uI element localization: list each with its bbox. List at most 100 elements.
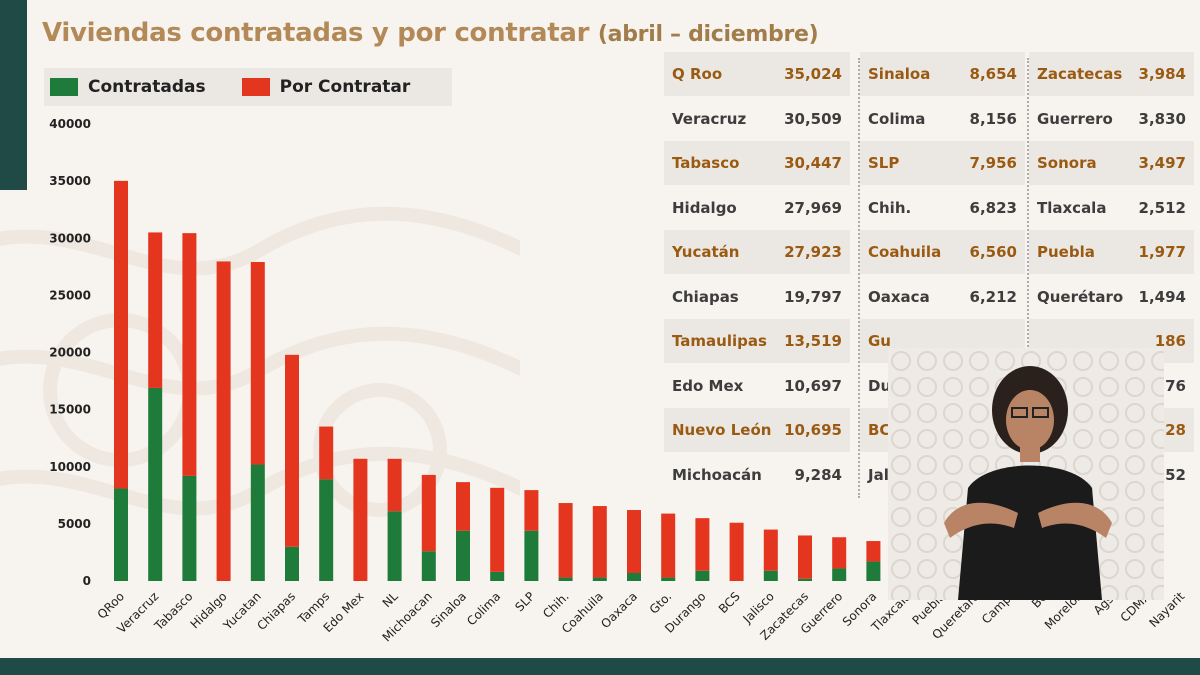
state-name: BC [868, 421, 891, 439]
legend-item-por-contratar: Por Contratar [241, 77, 410, 97]
housing-count: 13,519 [784, 332, 842, 350]
bar-segment-contratadas [387, 511, 402, 581]
bar-segment-por-contratar [319, 426, 334, 480]
housing-count: 27,969 [784, 198, 842, 217]
housing-count: 10,697 [784, 376, 842, 395]
x-category-label: QRoo [95, 589, 127, 621]
state-name: Edo Mex [672, 376, 744, 395]
bar-segment-por-contratar [285, 354, 299, 547]
legend-label-contratadas: Contratadas [88, 77, 206, 97]
bar-segment-contratadas [490, 571, 505, 581]
bar-segment-por-contratar [524, 490, 539, 531]
state-name: Colima [868, 109, 926, 128]
state-name: Q Roo [672, 65, 723, 83]
bar-segment-contratadas [866, 561, 881, 581]
bar-segment-por-contratar [763, 529, 778, 571]
state-name: Querétaro [1037, 287, 1124, 306]
state-name: Chiapas [672, 287, 739, 306]
y-tick-label: 15000 [49, 403, 91, 417]
bar-segment-por-contratar [729, 522, 744, 581]
bottom-accent-band [0, 658, 1200, 675]
bar-segment-contratadas [285, 546, 299, 581]
housing-count: 28 [1165, 421, 1186, 439]
y-tick-label: 20000 [49, 346, 91, 360]
housing-count: 52 [1165, 465, 1186, 484]
table-row: Querétaro 1,494 [1029, 275, 1194, 319]
bar-segment-por-contratar [148, 232, 163, 388]
x-category-label: Gto. [647, 589, 675, 617]
title-subtitle: (abril – diciembre) [597, 22, 819, 47]
bar-segment-por-contratar [661, 513, 676, 578]
state-name: Oaxaca [868, 287, 930, 306]
bar-segment-por-contratar [866, 541, 881, 562]
bar-segment-por-contratar [182, 233, 197, 476]
housing-count: 35,024 [784, 65, 842, 83]
table-row: Jal [860, 453, 1025, 497]
table-row: Coahuila 6,560 [860, 230, 1025, 274]
state-name: Du [868, 376, 892, 395]
state-name: Jal [868, 465, 889, 484]
state-name: Veracruz [672, 109, 747, 128]
bar-segment-por-contratar [387, 458, 402, 512]
state-name: Michoacán [672, 465, 762, 484]
bar-segment-por-contratar [558, 503, 573, 578]
bar-segment-contratadas [763, 570, 778, 581]
housing-count: 9,284 [794, 465, 842, 484]
housing-count: 19,797 [784, 287, 842, 306]
housing-count: 76 [1165, 376, 1186, 395]
bar-segment-contratadas [558, 577, 573, 581]
table-row: Puebla 1,977 [1029, 230, 1194, 274]
state-name: Sinaloa [868, 65, 931, 83]
chart-title: Viviendas contratadas y por contratar (a… [42, 18, 819, 48]
housing-count: 3,830 [1138, 109, 1186, 128]
x-category-label: Chih. [540, 589, 572, 621]
housing-count: 1,977 [1138, 243, 1186, 261]
table-row: Chiapas 19,797 [664, 275, 850, 319]
bar-segment-por-contratar [216, 261, 231, 581]
table-row: Hidalgo 27,969 [664, 186, 850, 230]
state-name: Tamaulipas [672, 332, 767, 350]
bar-segment-contratadas [148, 387, 163, 581]
x-category-label: Sinaloa [428, 589, 469, 630]
bar-segment-contratadas [421, 551, 436, 581]
state-name: Gu [868, 332, 891, 350]
bar-segment-contratadas [627, 573, 641, 581]
state-name: Puebla [1037, 243, 1095, 261]
bar-segment-por-contratar [250, 261, 265, 465]
bar-segment-contratadas [524, 530, 539, 581]
legend-swatch-por-contratar [241, 78, 270, 96]
y-tick-label: 10000 [49, 460, 91, 474]
state-name: Hidalgo [672, 198, 737, 217]
left-accent-band [0, 0, 27, 190]
table-row: Q Roo 35,024 [664, 52, 850, 96]
table-row: Colima 8,156 [860, 97, 1025, 141]
housing-count: 8,156 [969, 109, 1017, 128]
title-main: Viviendas contratadas y por contratar [42, 18, 590, 48]
bar-segment-por-contratar [798, 535, 812, 579]
bar-segment-contratadas [798, 578, 812, 581]
top-strip [0, 0, 1200, 6]
table-row: 52 [1029, 453, 1194, 497]
table-row: 76 [1029, 364, 1194, 408]
housing-count: 1,494 [1138, 287, 1186, 306]
table-row: Nuevo León 10,695 [664, 408, 850, 452]
table-row: SLP 7,956 [860, 141, 1025, 185]
bar-segment-por-contratar [490, 487, 505, 572]
y-tick-label: 30000 [49, 231, 91, 245]
state-name: Guerrero [1037, 109, 1113, 128]
table-divider-2 [1027, 58, 1029, 498]
table-row: Chih. 6,823 [860, 186, 1025, 230]
y-tick-label: 0 [83, 574, 91, 588]
x-category-label: Chiapas [254, 589, 298, 633]
state-name: Coahuila [868, 243, 942, 261]
x-category-label: SLP [512, 589, 537, 614]
housing-count: 30,447 [784, 154, 842, 172]
bar-segment-por-contratar [832, 537, 847, 569]
housing-count: 6,823 [969, 198, 1017, 217]
state-name: Tabasco [672, 154, 740, 172]
bar-segment-contratadas [661, 577, 676, 581]
bar-segment-contratadas [250, 464, 265, 581]
table-row: Michoacán 9,284 [664, 453, 850, 497]
housing-count: 10,695 [784, 421, 842, 439]
